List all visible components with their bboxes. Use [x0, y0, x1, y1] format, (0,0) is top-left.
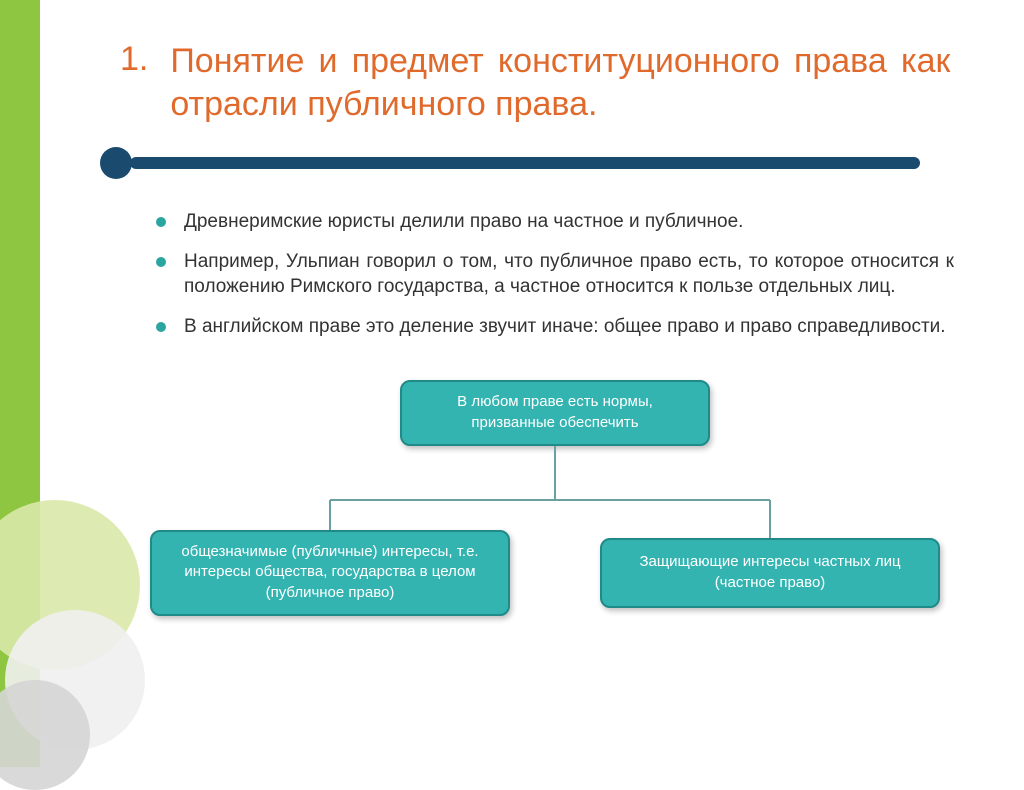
connector	[554, 446, 556, 500]
title-underline	[100, 153, 940, 173]
bullet-item: Например, Ульпиан говорил о том, что пуб…	[156, 249, 954, 300]
diagram-node-left: общезначимые (публичные) интересы, т.е. …	[150, 530, 510, 616]
bullet-item: Древнеримские юристы делили право на час…	[156, 209, 954, 235]
connector	[329, 500, 331, 530]
title-number: 1.	[120, 40, 148, 79]
diagram-node-right: Защищающие интересы частных лиц (частное…	[600, 538, 940, 608]
title-block: 1. Понятие и предмет конституционного пр…	[120, 40, 964, 125]
diagram-node-root: В любом праве есть нормы, призванные обе…	[400, 380, 710, 446]
connector	[769, 500, 771, 538]
title-text: Понятие и предмет конституционного права…	[170, 40, 950, 125]
bullet-item: В английском праве это деление звучит ин…	[156, 314, 954, 340]
slide-content: 1. Понятие и предмет конституционного пр…	[40, 0, 1024, 767]
underline-bar	[130, 157, 920, 169]
underline-knob	[100, 147, 132, 179]
diagram: В любом праве есть нормы, призванные обе…	[120, 380, 964, 630]
bullet-list: Древнеримские юристы делили право на час…	[156, 209, 954, 340]
connector	[330, 499, 770, 501]
